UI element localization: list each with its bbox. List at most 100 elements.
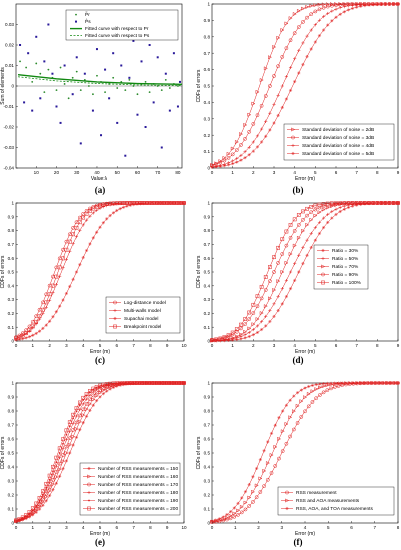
data-marker [251, 489, 256, 494]
data-marker [236, 512, 240, 517]
data-marker [44, 481, 49, 486]
legend-box [283, 123, 395, 161]
data-marker [303, 386, 307, 390]
data-marker [292, 217, 297, 222]
data-marker [284, 421, 289, 426]
data-marker [265, 477, 270, 482]
y-tick-label: 0.1 [204, 325, 211, 330]
data-marker [276, 64, 280, 69]
data-marker [78, 407, 82, 412]
data-marker [58, 455, 62, 460]
cdf-line [211, 202, 399, 342]
data-point [108, 97, 111, 100]
x-tick-label: 5 [314, 170, 317, 175]
data-marker [288, 38, 293, 43]
legend-marker [321, 280, 325, 285]
data-marker [95, 230, 99, 234]
data-marker [280, 84, 284, 88]
data-marker [78, 404, 81, 407]
data-marker [392, 201, 396, 205]
data-marker [288, 398, 292, 402]
data-marker [91, 393, 96, 398]
data-marker [81, 255, 85, 260]
data-marker [64, 291, 68, 296]
data-marker [231, 159, 235, 163]
data-marker [268, 296, 273, 301]
data-marker [284, 278, 288, 283]
x-tick-label: 8 [376, 170, 379, 175]
data-marker [280, 237, 285, 242]
data-marker [101, 392, 105, 396]
data-marker [317, 202, 322, 207]
data-marker [54, 464, 58, 468]
x-tick-label: 6 [116, 343, 119, 348]
x-tick-label: 40 [94, 170, 100, 175]
data-marker [251, 311, 256, 315]
data-marker [88, 214, 92, 218]
y-tick-label: 0.9 [8, 214, 15, 219]
data-marker [322, 216, 326, 220]
data-marker [336, 381, 341, 385]
data-marker [284, 46, 289, 50]
data-marker [273, 464, 278, 468]
data-marker [34, 501, 39, 506]
data-marker [115, 384, 119, 388]
y-tick-label: 1 [11, 381, 14, 386]
data-marker [145, 201, 149, 205]
data-marker [34, 510, 38, 514]
data-marker [280, 269, 285, 275]
data-point [160, 89, 163, 91]
data-marker [17, 337, 21, 341]
data-marker [269, 471, 274, 475]
data-marker [77, 413, 82, 418]
data-marker [305, 238, 309, 242]
data-point [178, 80, 181, 83]
data-marker [292, 12, 297, 17]
data-marker [313, 213, 318, 218]
data-marker [317, 34, 322, 38]
x-tick-label: 7 [373, 525, 376, 530]
data-marker [91, 403, 95, 407]
data-marker [243, 136, 247, 141]
data-marker [325, 4, 330, 9]
data-marker [54, 310, 58, 314]
data-point [87, 85, 90, 87]
data-marker [276, 93, 280, 97]
data-marker [218, 164, 222, 168]
legend-entry: Ratio = 30% [332, 248, 359, 254]
data-marker [88, 389, 92, 393]
x-tick-label: 5 [99, 525, 102, 530]
y-tick-label: 0.2 [204, 311, 211, 316]
data-marker [318, 382, 322, 386]
legend-marker [113, 324, 117, 329]
legend-entry: Fitted curve with respect to Pr [85, 26, 149, 32]
data-marker [111, 211, 116, 215]
data-marker [330, 2, 335, 7]
data-point [79, 142, 82, 145]
data-marker [67, 420, 72, 425]
data-marker [272, 74, 276, 78]
data-marker [47, 485, 52, 489]
data-marker [334, 212, 338, 217]
data-marker [355, 5, 359, 9]
data-marker [371, 201, 376, 205]
data-marker [58, 274, 62, 278]
legend-entry: RSS, AOA, and TOA measurements [296, 506, 373, 512]
panel-caption: (e) [95, 537, 105, 547]
data-marker [262, 484, 266, 488]
data-marker [288, 223, 293, 227]
data-marker [64, 450, 69, 456]
data-marker [210, 519, 214, 523]
data-marker [309, 245, 313, 250]
x-tick-label: 2 [252, 170, 255, 175]
data-point [43, 60, 46, 63]
y-tick-label: 0.2 [204, 493, 211, 498]
data-marker [57, 461, 62, 466]
data-marker [299, 415, 304, 419]
data-marker [35, 505, 38, 507]
data-marker [258, 476, 263, 481]
y-tick-label: 0.3 [204, 297, 211, 302]
y-tick-label: 0.3 [204, 479, 211, 484]
series-3 [17, 76, 183, 86]
legend-marker [113, 308, 117, 313]
